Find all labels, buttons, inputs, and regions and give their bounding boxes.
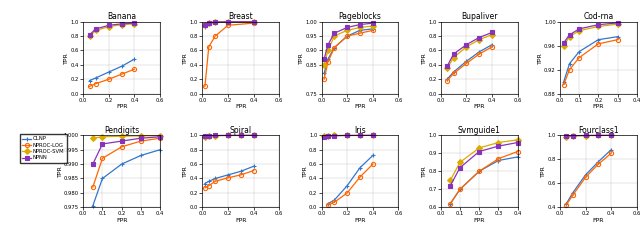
Legend: OLNP, NPROC-LOG, NPROC-SVM, NPNN: OLNP, NPROC-LOG, NPROC-SVM, NPNN xyxy=(20,134,67,163)
Y-axis label: TPR: TPR xyxy=(541,165,546,177)
Title: Breast: Breast xyxy=(228,12,253,21)
Title: Fourclass1: Fourclass1 xyxy=(578,126,619,134)
Y-axis label: TPR: TPR xyxy=(184,52,188,64)
X-axis label: FPR: FPR xyxy=(355,218,365,223)
X-axis label: FPR: FPR xyxy=(235,104,246,109)
Y-axis label: TPR: TPR xyxy=(303,165,308,177)
Y-axis label: TPR: TPR xyxy=(58,165,63,177)
Title: Iris: Iris xyxy=(354,126,366,134)
Y-axis label: TPR: TPR xyxy=(64,52,69,64)
Y-axis label: TPR: TPR xyxy=(538,52,543,64)
Title: Cod-rna: Cod-rna xyxy=(583,12,614,21)
Y-axis label: TPR: TPR xyxy=(300,52,304,64)
X-axis label: FPR: FPR xyxy=(116,218,127,223)
Title: Pageblocks: Pageblocks xyxy=(339,12,381,21)
X-axis label: FPR: FPR xyxy=(593,218,604,223)
Title: Banana: Banana xyxy=(107,12,136,21)
X-axis label: FPR: FPR xyxy=(355,104,365,109)
Title: Svmguide1: Svmguide1 xyxy=(458,126,500,134)
X-axis label: FPR: FPR xyxy=(474,104,485,109)
Title: Pendigits: Pendigits xyxy=(104,126,140,134)
Title: Bupaliver: Bupaliver xyxy=(461,12,497,21)
Title: Spiral: Spiral xyxy=(230,126,252,134)
X-axis label: FPR: FPR xyxy=(235,218,246,223)
X-axis label: FPR: FPR xyxy=(593,104,604,109)
Y-axis label: TPR: TPR xyxy=(184,165,188,177)
X-axis label: FPR: FPR xyxy=(474,218,485,223)
X-axis label: FPR: FPR xyxy=(116,104,127,109)
Y-axis label: TPR: TPR xyxy=(422,165,427,177)
Y-axis label: TPR: TPR xyxy=(422,52,427,64)
